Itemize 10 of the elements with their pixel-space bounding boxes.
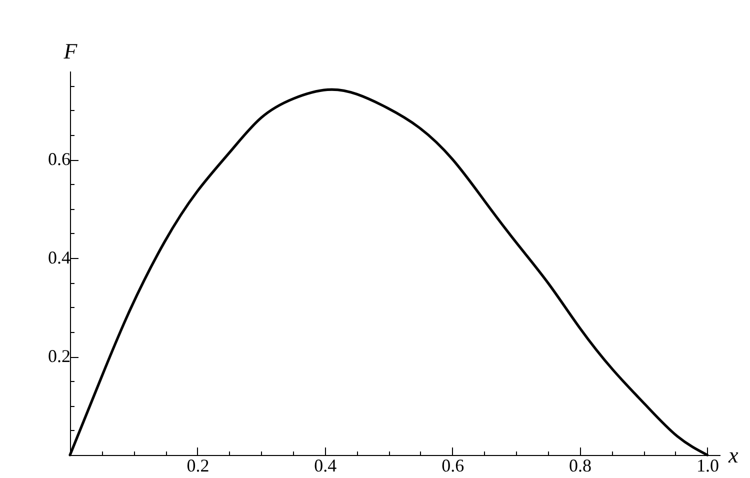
x-tick-label: 0.2: [186, 456, 210, 476]
y-tick-label: 0.2: [48, 346, 70, 366]
x-axis-title: x: [728, 442, 738, 468]
y-tick-label: 0.4: [48, 248, 70, 268]
y-tick-label: 0.6: [48, 149, 70, 170]
x-tick-label: 0.8: [569, 456, 592, 476]
x-tick-label: 0.6: [442, 456, 464, 476]
y-axis-title: F: [62, 38, 78, 64]
x-tick-label: 1.0: [696, 456, 720, 476]
x-tick-label: 0.4: [314, 456, 337, 476]
